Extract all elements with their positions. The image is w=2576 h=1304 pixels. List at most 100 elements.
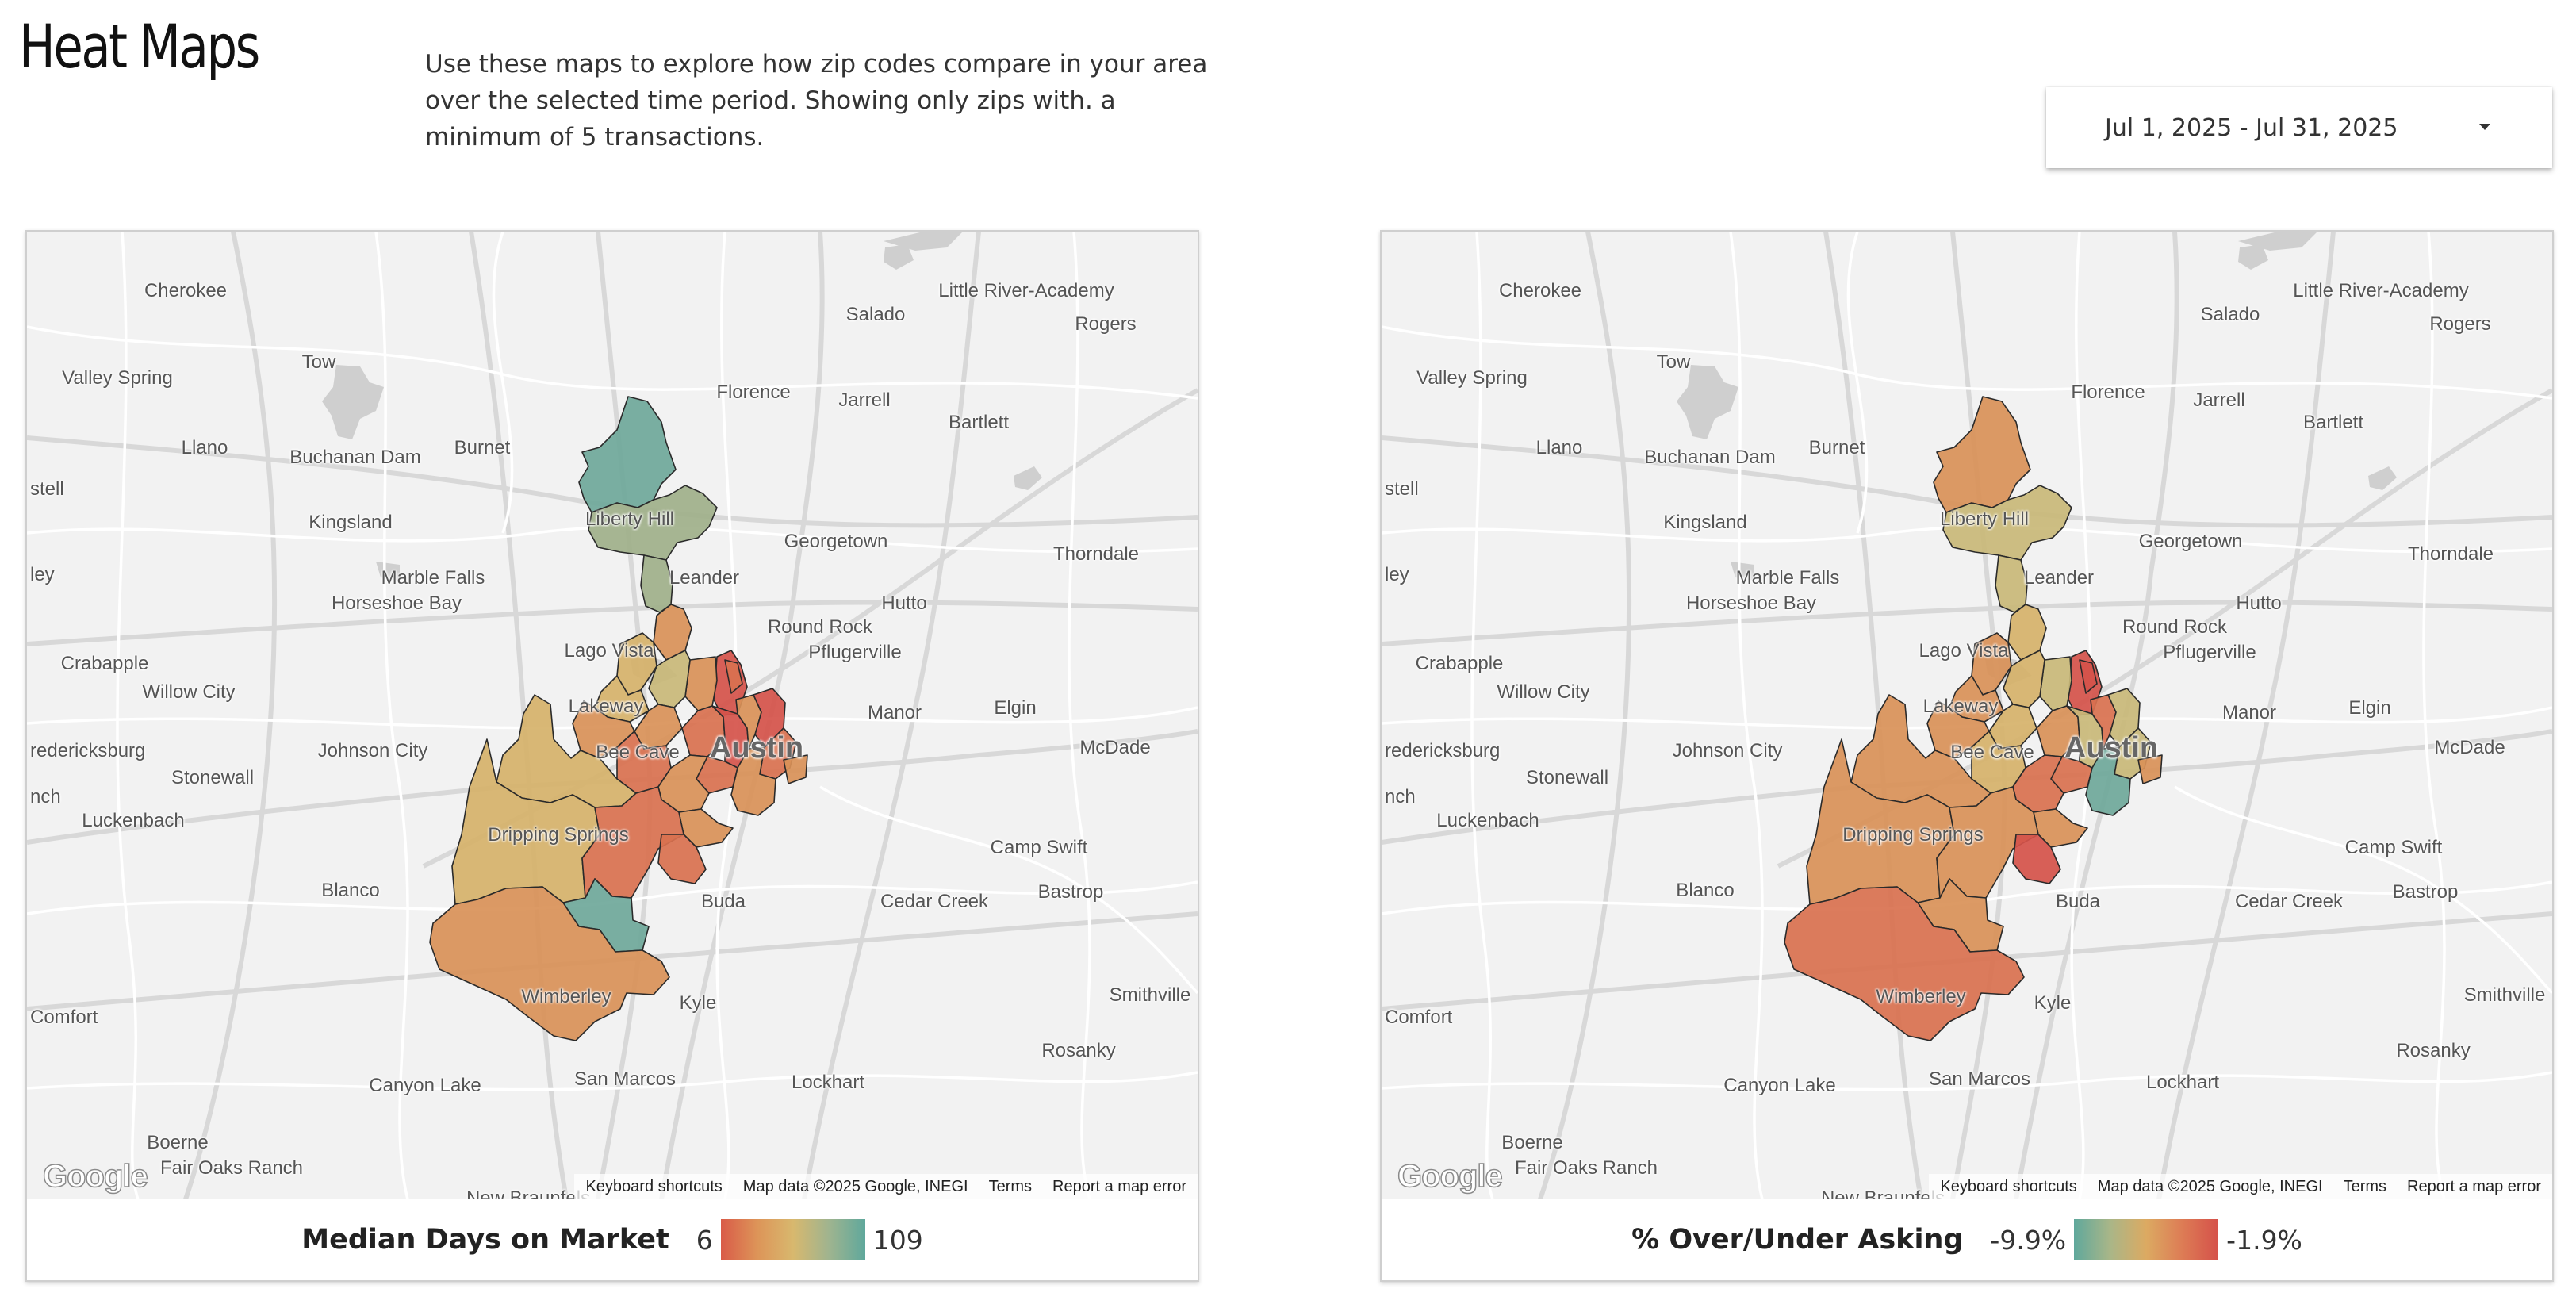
road-line [1729, 232, 1764, 1199]
place-label: Willow City [1497, 681, 1590, 703]
zip-polygon-mid-n[interactable] [783, 754, 808, 784]
road-line [374, 232, 409, 1199]
terms-link[interactable]: Terms [988, 1177, 1033, 1195]
place-label: Leander [2023, 567, 2095, 589]
zip-polygon-north-c[interactable] [1995, 554, 2028, 613]
place-label: Rosanky [2396, 1040, 2471, 1061]
gradient-fill [2074, 1219, 2219, 1260]
place-label: Jarrell [2193, 389, 2245, 411]
place-label: Smithville [2463, 984, 2546, 1006]
road-line [1382, 525, 2552, 554]
zip-polygons[interactable] [1382, 232, 2552, 1199]
report-map-error-link[interactable]: Report a map error [1052, 1177, 1186, 1195]
place-label: Horseshoe Bay [1685, 593, 1817, 614]
date-range-dropdown[interactable]: Jul 1, 2025 - Jul 31, 2025 [2046, 87, 2552, 168]
zip-polygon-bee-cave-south[interactable] [581, 786, 684, 899]
place-label: nch [30, 786, 61, 807]
lake-shape [322, 365, 384, 439]
road-line [2070, 232, 2092, 1199]
lake-shape [2368, 466, 2397, 490]
legend-title: % Over/Under Asking [1631, 1224, 1964, 1256]
road-line [1382, 880, 2552, 915]
zip-polygon-mid-d[interactable] [724, 659, 743, 694]
place-label: Valley Spring [62, 367, 173, 389]
zip-polygon-mid-e[interactable] [684, 656, 718, 711]
place-label: Wimberley [521, 986, 611, 1007]
keyboard-shortcuts-link[interactable]: Keyboard shortcuts [585, 1177, 723, 1195]
road-line [2174, 785, 2552, 995]
place-label: Canyon Lake [369, 1075, 481, 1096]
place-label: Tow [1656, 351, 1691, 373]
zip-polygon-north-a[interactable] [578, 396, 677, 513]
zip-polygon-mid-b[interactable] [653, 604, 692, 661]
place-label: Lakeway [568, 696, 644, 717]
place-label: Round Rock [767, 616, 873, 638]
zip-polygon-north-b[interactable] [588, 485, 718, 561]
zip-polygon-mid-p[interactable] [2085, 746, 2131, 816]
place-label: Bartlett [2302, 412, 2364, 433]
place-label: Johnson City [317, 740, 428, 761]
zip-polygon-mid-e[interactable] [2039, 656, 2072, 711]
place-label: Lago Vista [1919, 640, 2009, 662]
zip-polygon-buda-red[interactable] [657, 834, 707, 884]
place-label: Pflugerville [808, 642, 902, 663]
road-line [819, 785, 1198, 995]
place-label: Camp Swift [990, 837, 1088, 858]
map-canvas[interactable]: Cherokee Little River-Academy Salado Rogers… [27, 232, 1198, 1199]
gradient-fill [720, 1219, 865, 1260]
place-label: Boerne [147, 1132, 209, 1153]
zip-polygon-north-a[interactable] [1933, 396, 2031, 513]
zip-polygons[interactable] [27, 232, 1198, 1199]
place-label: Bee Cave [596, 742, 680, 763]
place-label: Florence [2071, 382, 2145, 403]
place-label: McDade [1079, 737, 1151, 758]
road-line [492, 232, 514, 534]
terms-link[interactable]: Terms [2343, 1177, 2387, 1195]
highway-line [1382, 600, 2552, 646]
legend-min: 6 [696, 1224, 713, 1256]
zip-polygon-mid-d[interactable] [2079, 659, 2098, 694]
zip-polygon-mid-b[interactable] [2007, 604, 2047, 661]
place-label: Rogers [2429, 313, 2491, 335]
road-line [715, 232, 738, 1199]
place-label: Liberty Hill [1939, 508, 2030, 530]
place-label: New Braunfels [1820, 1187, 1945, 1200]
map-canvas[interactable]: Cherokee Little River-Academy Salado Rogers… [1382, 232, 2552, 1199]
place-label: Cherokee [1498, 280, 1582, 301]
place-label: Rogers [1075, 313, 1137, 335]
zip-polygon-mid-p[interactable] [730, 746, 776, 816]
zip-polygon-wimberley[interactable] [1784, 886, 2025, 1041]
legend-gradient-bar [720, 1219, 865, 1260]
lake-shape [2238, 244, 2268, 270]
zip-polygon-north-c[interactable] [640, 554, 673, 613]
keyboard-shortcuts-link[interactable]: Keyboard shortcuts [1940, 1177, 2077, 1195]
basemap [27, 232, 1198, 1199]
google-logo[interactable]: Google [42, 1158, 148, 1195]
intro-text: Use these maps to explore how zip codes … [425, 46, 1242, 155]
zip-polygon-wimberley[interactable] [429, 886, 670, 1041]
place-label: Camp Swift [2344, 837, 2443, 858]
intro-line: Use these maps to explore how zip codes … [425, 50, 1208, 79]
road-line [27, 1071, 1198, 1091]
place-label: ley [30, 564, 55, 585]
zip-polygon-north-b[interactable] [1942, 485, 2072, 561]
zip-polygon-mid-n[interactable] [2137, 754, 2163, 784]
over-under-asking-map-panel: Cherokee Little River-Academy Salado Rogers… [1380, 230, 2554, 1282]
place-label: ley [1385, 564, 1409, 585]
map-legend: Median Days on Market 6 109 [27, 1199, 1198, 1280]
zip-polygon-buda-red[interactable] [2012, 834, 2061, 884]
place-label: Lockhart [791, 1072, 865, 1093]
highway-line [27, 600, 1198, 646]
place-label: Georgetown [784, 531, 888, 552]
lake-shape [1014, 466, 1042, 490]
road-line [1470, 232, 1494, 1199]
place-label: Lockhart [2145, 1072, 2220, 1093]
place-label: Willow City [142, 681, 236, 703]
google-logo[interactable]: Google [1397, 1158, 1503, 1195]
road-line [27, 325, 1198, 400]
report-map-error-link[interactable]: Report a map error [2407, 1177, 2541, 1195]
zip-polygon-bee-cave-south[interactable] [1936, 786, 2039, 899]
place-label: Kyle [2034, 992, 2072, 1014]
place-label: Buda [2055, 891, 2101, 912]
highway-line [1382, 435, 2552, 528]
